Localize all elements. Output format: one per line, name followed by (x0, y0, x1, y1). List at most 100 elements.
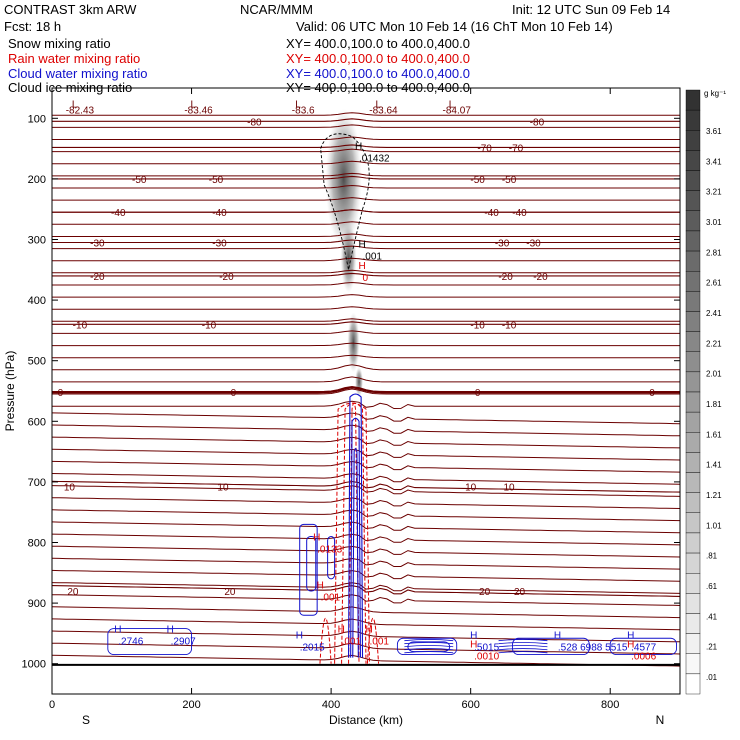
colorbar-label: 2.21 (706, 339, 722, 348)
high-value-label: .528 6988 5515 (558, 643, 628, 654)
cloud-water-cell (327, 535, 336, 580)
low-marker: L (295, 99, 301, 110)
isotherm-label: 10 (217, 483, 229, 494)
high-marker: H (114, 624, 121, 635)
isotherm-line (52, 330, 680, 334)
isotherm-label: -50 (132, 175, 147, 186)
y-tick-label: 300 (28, 235, 46, 247)
colorbar-label: 1.01 (706, 521, 722, 530)
temperature-contours (51, 112, 681, 667)
colorbar-box (685, 311, 701, 332)
low-marker: L (72, 99, 78, 110)
stratus-contour-fine (498, 642, 548, 645)
colorbar-box (685, 512, 701, 534)
isotherm-line (52, 221, 680, 225)
isotherm-line (51, 497, 681, 509)
isotherm-line (52, 342, 680, 347)
field-cloudwater-name: Cloud water mixing ratio (8, 66, 148, 81)
colorbar: g kg⁻¹ 3.61 3.41 3.21 3.01 2.81 2.61 2.41 2.21 2.… (685, 89, 726, 695)
isotherm-labeled-line (52, 209, 680, 213)
x-tick-label: 0 (49, 699, 55, 711)
colorbar-label: 2.41 (706, 309, 722, 318)
stratus-contour-fine (404, 645, 454, 648)
isotherm-label: -50 (209, 175, 224, 186)
high-marker: H (355, 142, 362, 153)
init-time: Init: 12 UTC Sun 09 Feb 14 (512, 2, 671, 17)
rain-contour-side (319, 617, 332, 664)
isotherm-label: -20 (498, 272, 513, 283)
high-value-label: .0006 (631, 652, 656, 663)
y-tick-label: 200 (28, 174, 46, 186)
high-value-label: .2746 (118, 636, 143, 647)
high-value-label: .0133 (317, 544, 342, 555)
colorbar-box (685, 593, 701, 614)
cloud-water-column (352, 448, 359, 658)
colorbar-label: 3.61 (706, 127, 722, 136)
colorbar-box (685, 452, 701, 473)
low-value-label: -82.43 (66, 105, 95, 116)
colorbar-box (685, 130, 701, 151)
colorbar-box (685, 432, 701, 453)
isotherm-line (51, 606, 681, 619)
high-value-label: .001 (321, 592, 341, 603)
high-marker: H (317, 580, 324, 591)
colorbar-box (685, 89, 701, 111)
high-marker: H (627, 631, 634, 642)
stratus-contour-fine (404, 642, 454, 645)
low-marker: L (449, 99, 455, 110)
high-marker: H (359, 240, 366, 251)
isotherm-label: -70 (509, 143, 524, 154)
isotherm-line (51, 582, 681, 594)
colorbar-label: .01 (706, 673, 718, 682)
field-snow-name: Snow mixing ratio (8, 36, 111, 51)
stratus-contour-fine (498, 648, 548, 651)
rain-contour-side (366, 617, 380, 664)
high-value-label: .01432 (359, 154, 390, 165)
colorbar-box (685, 291, 701, 312)
colorbar-box (685, 633, 701, 654)
low-marker: L (191, 99, 197, 110)
y-axis-label: Pressure (hPa) (3, 351, 17, 432)
isotherm-label: -70 (477, 143, 492, 154)
colorbar-box (685, 210, 701, 232)
high-marker: H (365, 624, 372, 635)
low-marker: L (375, 99, 381, 110)
isotherm-line (52, 318, 680, 322)
y-tick-label: 400 (28, 295, 46, 307)
high-marker: H (313, 532, 320, 543)
colorbar-box (685, 271, 701, 292)
snow-plume-base (355, 366, 364, 397)
isotherm-labeled-line (52, 175, 680, 180)
plot-frame (51, 87, 681, 695)
colorbar-box (685, 411, 701, 433)
low-value-label: -83.6 (292, 105, 315, 116)
isotherm-labeled-line (52, 321, 680, 325)
isotherm-label: -30 (212, 239, 227, 250)
isotherm-line (51, 569, 681, 582)
isotherm-labeled-line (52, 385, 680, 394)
colorbar-label: 2.61 (706, 279, 722, 288)
high-marker: H (338, 624, 345, 635)
low-value-label: -83.64 (369, 105, 398, 116)
isotherm-label: -10 (202, 320, 217, 331)
isotherm-label: -50 (502, 175, 517, 186)
colorbar-label: .41 (706, 612, 718, 621)
isotherm-label: 0 (649, 388, 655, 399)
isotherm-label: 20 (514, 587, 526, 598)
isotherm-label: -20 (533, 272, 548, 283)
isotherm-line (52, 160, 680, 165)
isotherm-line (51, 485, 681, 497)
contour-labels: -80 -80 -70 -70 -50 -50 -50 -50 -40 -40 -40 -40 -30 -… (58, 99, 657, 662)
colorbar-label: 2.01 (706, 370, 722, 379)
isotherm-line (52, 245, 680, 250)
isotherm-line (51, 618, 681, 631)
isotherm-line (52, 376, 680, 383)
x-tick-label: 200 (182, 699, 200, 711)
isotherm-line (52, 184, 680, 189)
colorbar-label: 2.81 (706, 248, 722, 257)
colorbar-box (685, 391, 701, 413)
isotherm-line (51, 545, 681, 558)
high-value-label: .4577 (631, 643, 656, 654)
